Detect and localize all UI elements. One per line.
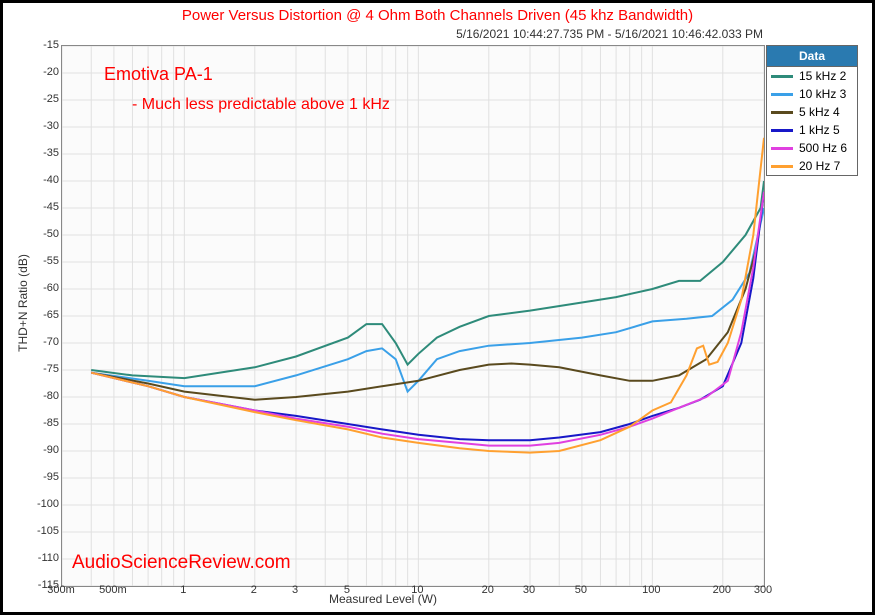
plot-area: Emotiva PA-1 - Much less predictable abo… — [61, 45, 763, 585]
y-tick: -25 — [37, 93, 59, 105]
legend-label: 500 Hz 6 — [799, 141, 847, 155]
legend-swatch — [771, 93, 793, 96]
plot-background: Emotiva PA-1 - Much less predictable abo… — [61, 45, 765, 587]
series-line — [91, 181, 764, 378]
legend-item: 500 Hz 6 — [767, 139, 857, 157]
y-tick: -75 — [37, 363, 59, 375]
legend-label: 20 Hz 7 — [799, 159, 840, 173]
watermark: AudioScienceReview.com — [72, 552, 291, 574]
chart-container: Power Versus Distortion @ 4 Ohm Both Cha… — [0, 0, 875, 615]
legend-item: 15 kHz 2 — [767, 67, 857, 85]
y-tick: -15 — [37, 39, 59, 51]
data-lines — [62, 46, 764, 586]
y-tick: -20 — [37, 66, 59, 78]
legend-item: 20 Hz 7 — [767, 157, 857, 175]
y-tick: -35 — [37, 147, 59, 159]
y-tick: -95 — [37, 471, 59, 483]
legend-swatch — [771, 165, 793, 168]
legend-item: 10 kHz 3 — [767, 85, 857, 103]
legend-label: 1 kHz 5 — [799, 123, 840, 137]
y-tick: -85 — [37, 417, 59, 429]
timestamp: 5/16/2021 10:44:27.735 PM - 5/16/2021 10… — [3, 27, 763, 41]
series-line — [91, 192, 764, 446]
y-tick: -65 — [37, 309, 59, 321]
legend-item: 1 kHz 5 — [767, 121, 857, 139]
y-tick: -45 — [37, 201, 59, 213]
y-tick: -40 — [37, 174, 59, 186]
device-annotation: Emotiva PA-1 — [104, 64, 213, 85]
y-tick: -60 — [37, 282, 59, 294]
legend-swatch — [771, 129, 793, 132]
legend-label: 10 kHz 3 — [799, 87, 846, 101]
note-annotation: - Much less predictable above 1 kHz — [132, 96, 390, 114]
legend-swatch — [771, 147, 793, 150]
y-tick: -70 — [37, 336, 59, 348]
y-tick: -50 — [37, 228, 59, 240]
y-tick: -90 — [37, 444, 59, 456]
legend: Data 15 kHz 2 10 kHz 3 5 kHz 4 1 kHz 5 500 H… — [766, 45, 858, 176]
y-tick: -80 — [37, 390, 59, 402]
legend-item: 5 kHz 4 — [767, 103, 857, 121]
legend-label: 5 kHz 4 — [799, 105, 840, 119]
series-line — [91, 192, 764, 440]
y-tick: -100 — [37, 498, 59, 510]
legend-swatch — [771, 111, 793, 114]
legend-body: 15 kHz 2 10 kHz 3 5 kHz 4 1 kHz 5 500 Hz 6 20… — [767, 67, 857, 175]
x-axis-label: Measured Level (W) — [3, 592, 763, 606]
y-tick: -55 — [37, 255, 59, 267]
y-tick: -110 — [37, 552, 59, 564]
chart-title: Power Versus Distortion @ 4 Ohm Both Cha… — [3, 7, 872, 24]
series-line — [91, 208, 764, 392]
legend-header: Data — [767, 46, 857, 67]
y-axis-label: THD+N Ratio (dB) — [16, 254, 30, 352]
y-tick: -30 — [37, 120, 59, 132]
y-tick: -105 — [37, 525, 59, 537]
legend-swatch — [771, 75, 793, 78]
legend-label: 15 kHz 2 — [799, 69, 846, 83]
series-line — [91, 192, 764, 400]
series-line — [91, 138, 764, 453]
